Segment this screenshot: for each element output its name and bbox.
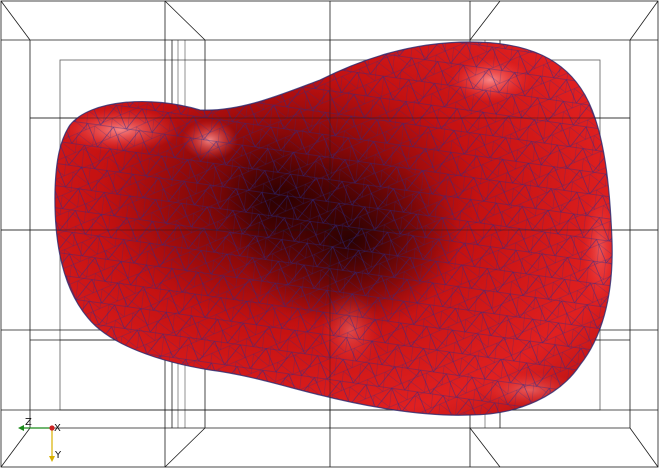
y-axis-label: Y bbox=[54, 450, 62, 461]
x-axis-label: X bbox=[54, 423, 61, 434]
y-axis-arrow-icon bbox=[49, 456, 55, 462]
axes-triad: Z X Y bbox=[18, 417, 62, 462]
x-axis-dot-icon bbox=[49, 425, 55, 431]
z-axis-label: Z bbox=[25, 417, 32, 428]
front-grid-lines bbox=[1, 40, 658, 428]
z-axis-arrow-icon bbox=[18, 425, 24, 431]
